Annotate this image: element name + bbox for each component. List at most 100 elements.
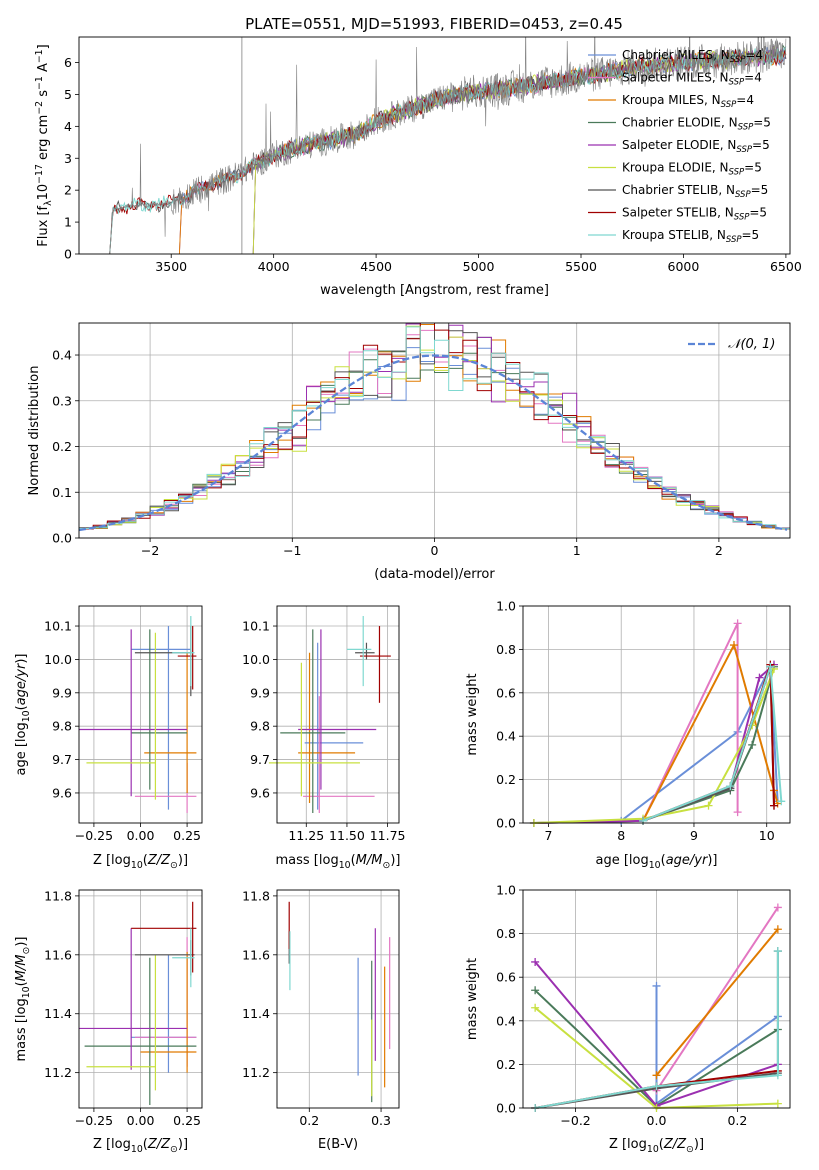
weight_vs_age-xtick-label: 9 xyxy=(690,828,698,843)
weight_vs_age-axes: 7 8 9 10 0.0 0.2 0.4 0.6 0.8 1.0 xyxy=(496,599,790,843)
residuals-ytick-label: 0.3 xyxy=(52,393,72,408)
residuals-ytick-label: 0.1 xyxy=(52,485,72,500)
weight_vs_age-xtick-label: 7 xyxy=(544,828,552,843)
residuals-xtick-label: 2 xyxy=(715,543,723,558)
spectrum-frame xyxy=(78,36,791,255)
weight_vs_Z-frame xyxy=(522,889,791,1109)
mass_vs_Z-ylabel: mass [log10(M/M⊙)] xyxy=(14,937,32,1062)
weight_vs_age-ytick-label: 0.0 xyxy=(496,816,516,831)
age_vs_Z-errorbars xyxy=(79,616,197,813)
mass_vs_Z-ytick-label: 11.2 xyxy=(44,1065,72,1080)
age_vs_mass-errorbars xyxy=(268,616,391,813)
weight_vs_Z-ytick-label: 0.4 xyxy=(496,1013,516,1028)
spectrum-xtick-label: 5000 xyxy=(463,259,495,274)
age_vs_mass-ytick-label: 10.0 xyxy=(242,652,270,667)
mass_vs_Z-axes: −0.25 0.00 0.25 11.2 11.4 11.6 11.8 xyxy=(44,888,202,1128)
age_vs_mass-ytick-label: 9.6 xyxy=(250,785,270,800)
residuals-axes: −2 −1 0 1 2 0.0 0.1 0.2 0.3 0.4 xyxy=(52,323,790,558)
mass_vs_ebv-ytick-label: 11.6 xyxy=(242,947,270,962)
residuals-hist-s_krou_stelib xyxy=(79,326,790,530)
weight_vs_age-ytick-label: 0.8 xyxy=(496,642,516,657)
weight_vs_age-ytick-label: 0.2 xyxy=(496,772,516,787)
mass_vs_Z-xlabel: Z [log10(Z/Z⊙)] xyxy=(93,1137,188,1155)
spectrum-xtick-label: 5500 xyxy=(565,259,597,274)
weight_vs_Z-line-s_krou_miles xyxy=(655,928,779,1076)
spectrum-ytick-label: 5 xyxy=(64,87,72,102)
spectrum-xtick-label: 4500 xyxy=(360,259,392,274)
spectrum-legend-label: Kroupa MILES, NSSP=4 xyxy=(622,93,754,110)
mass_vs_ebv-frame xyxy=(276,889,400,1109)
age_vs_Z-ytick-label: 9.8 xyxy=(52,719,72,734)
weight_vs_Z-marker-s_krou_elodie xyxy=(773,1099,782,1108)
age_vs_Z-ytick-label: 10.1 xyxy=(44,619,72,634)
age_vs_mass-ytick-label: 9.8 xyxy=(250,719,270,734)
age_vs_Z-ylabel: age [log10(age/yr)] xyxy=(14,653,32,775)
weight_vs_Z-ytick-label: 0.2 xyxy=(496,1057,516,1072)
spectrum-ytick-label: 2 xyxy=(64,183,72,198)
spectrum-lines xyxy=(109,37,787,254)
weight_vs_age-marker-s_salp_miles xyxy=(733,619,742,628)
weight_vs_Z-line-s_krou_stelib xyxy=(534,951,779,1109)
weight_vs_Z-marker-s_krou_miles xyxy=(652,1071,661,1080)
mass_vs_ebv-xtick-label: 0.3 xyxy=(371,1113,391,1128)
weight_vs_age-ytick-label: 0.6 xyxy=(496,685,516,700)
weight_vs_age-marker-s_salp_miles xyxy=(733,808,742,817)
mass_vs_ebv-ytick-label: 11.2 xyxy=(242,1065,270,1080)
age_vs_mass-axes: 11.25 11.50 11.75 9.6 9.7 9.8 9.9 10.0 10.1 xyxy=(242,606,406,843)
weight_vs_Z-xtick-label: −0.2 xyxy=(560,1113,590,1128)
weight_vs_Z-xtick-label: 0.2 xyxy=(727,1113,747,1128)
age_vs_mass-xtick-label: 11.25 xyxy=(288,828,324,843)
weight_vs_Z-ytick-label: 0.0 xyxy=(496,1101,516,1116)
weight_vs_age-ylabel: mass weight xyxy=(465,673,480,755)
weight_vs_age-marker-s_krou_elodie xyxy=(704,801,713,810)
weight_vs_age-ytick-label: 0.4 xyxy=(496,729,516,744)
weight_vs_age-marker-s_chab_elodie xyxy=(748,740,757,749)
weight_vs_age-marker-s_krou_stelib xyxy=(726,782,735,791)
figure-title: PLATE=0551, MJD=51993, FIBERID=0453, z=0… xyxy=(245,15,623,33)
mass_vs_Z-xtick-label: 0.00 xyxy=(127,1113,155,1128)
mass_vs_ebv-xtick-label: 0.2 xyxy=(299,1113,319,1128)
residuals-ytick-label: 0.0 xyxy=(52,531,72,546)
weight_vs_Z-xtick-label: 0.0 xyxy=(647,1113,667,1128)
mass_vs_Z-ytick-label: 11.6 xyxy=(44,947,72,962)
residuals-legend: 𝒩(0, 1) xyxy=(688,337,775,352)
weight_vs_age-line-s_krou_stelib xyxy=(642,666,783,822)
weight_vs_age-marker-s_salp_elodie xyxy=(755,673,764,682)
residuals-histograms xyxy=(79,323,790,532)
spectrum-legend-label: Chabrier ELODIE, NSSP=5 xyxy=(622,116,771,133)
spectrum-legend-label: Salpeter ELODIE, NSSP=5 xyxy=(622,138,770,155)
age_vs_mass-ytick-label: 9.7 xyxy=(250,752,270,767)
weight_vs_age-xtick-label: 10 xyxy=(759,828,775,843)
weight_vs_age-marker-s_krou_stelib xyxy=(639,816,648,825)
spectrum-xtick-label: 3500 xyxy=(155,259,187,274)
age_vs_Z-ytick-label: 10.0 xyxy=(44,652,72,667)
mass_vs_ebv-errorbars xyxy=(288,901,391,1103)
weight_vs_Z-marker-s_krou_miles xyxy=(773,925,782,934)
spectrum-observed-data xyxy=(109,37,787,254)
weight_vs_age-marker-s_salp_stelib xyxy=(769,801,778,810)
mass_vs_ebv-ytick-label: 11.4 xyxy=(242,1006,270,1021)
spectrum-xlabel: wavelength [Angstrom, rest frame] xyxy=(320,283,549,298)
weight_vs_Z-marker-s_salp_elodie xyxy=(531,957,540,966)
residuals-ytick-label: 0.2 xyxy=(52,439,72,454)
spectrum-xtick-label: 6500 xyxy=(770,259,802,274)
weight_vs_Z-ytick-label: 0.6 xyxy=(496,970,516,985)
weight_vs_Z-marker-s_krou_elodie xyxy=(531,1003,540,1012)
spectrum-ytick-label: 0 xyxy=(64,247,72,262)
weight_vs_age-marker-s_krou_stelib xyxy=(777,797,786,806)
mass_vs_Z-ytick-label: 11.4 xyxy=(44,1006,72,1021)
weight_vs_Z-line-s_salp_miles xyxy=(655,906,779,1092)
spectrum-ytick-label: 6 xyxy=(64,55,72,70)
age_vs_Z-ytick-label: 9.7 xyxy=(52,752,72,767)
mass_vs_Z-xtick-label: −0.25 xyxy=(75,1113,113,1128)
weight_vs_age-series xyxy=(529,619,786,827)
spectrum-legend-label: Chabrier MILES, NSSP=4 xyxy=(622,48,763,65)
mass_vs_ebv-axes: 0.2 0.3 11.2 11.4 11.6 11.8 xyxy=(242,888,399,1128)
spectrum-ylabel: Flux [fλ10−17 erg cm−2 s−1 A−1] xyxy=(34,44,54,246)
age_vs_Z-xtick-label: −0.25 xyxy=(75,828,113,843)
age_vs_mass-ytick-label: 10.1 xyxy=(242,619,270,634)
weight_vs_age-frame xyxy=(522,605,791,824)
age_vs_Z-ytick-label: 9.6 xyxy=(52,785,72,800)
